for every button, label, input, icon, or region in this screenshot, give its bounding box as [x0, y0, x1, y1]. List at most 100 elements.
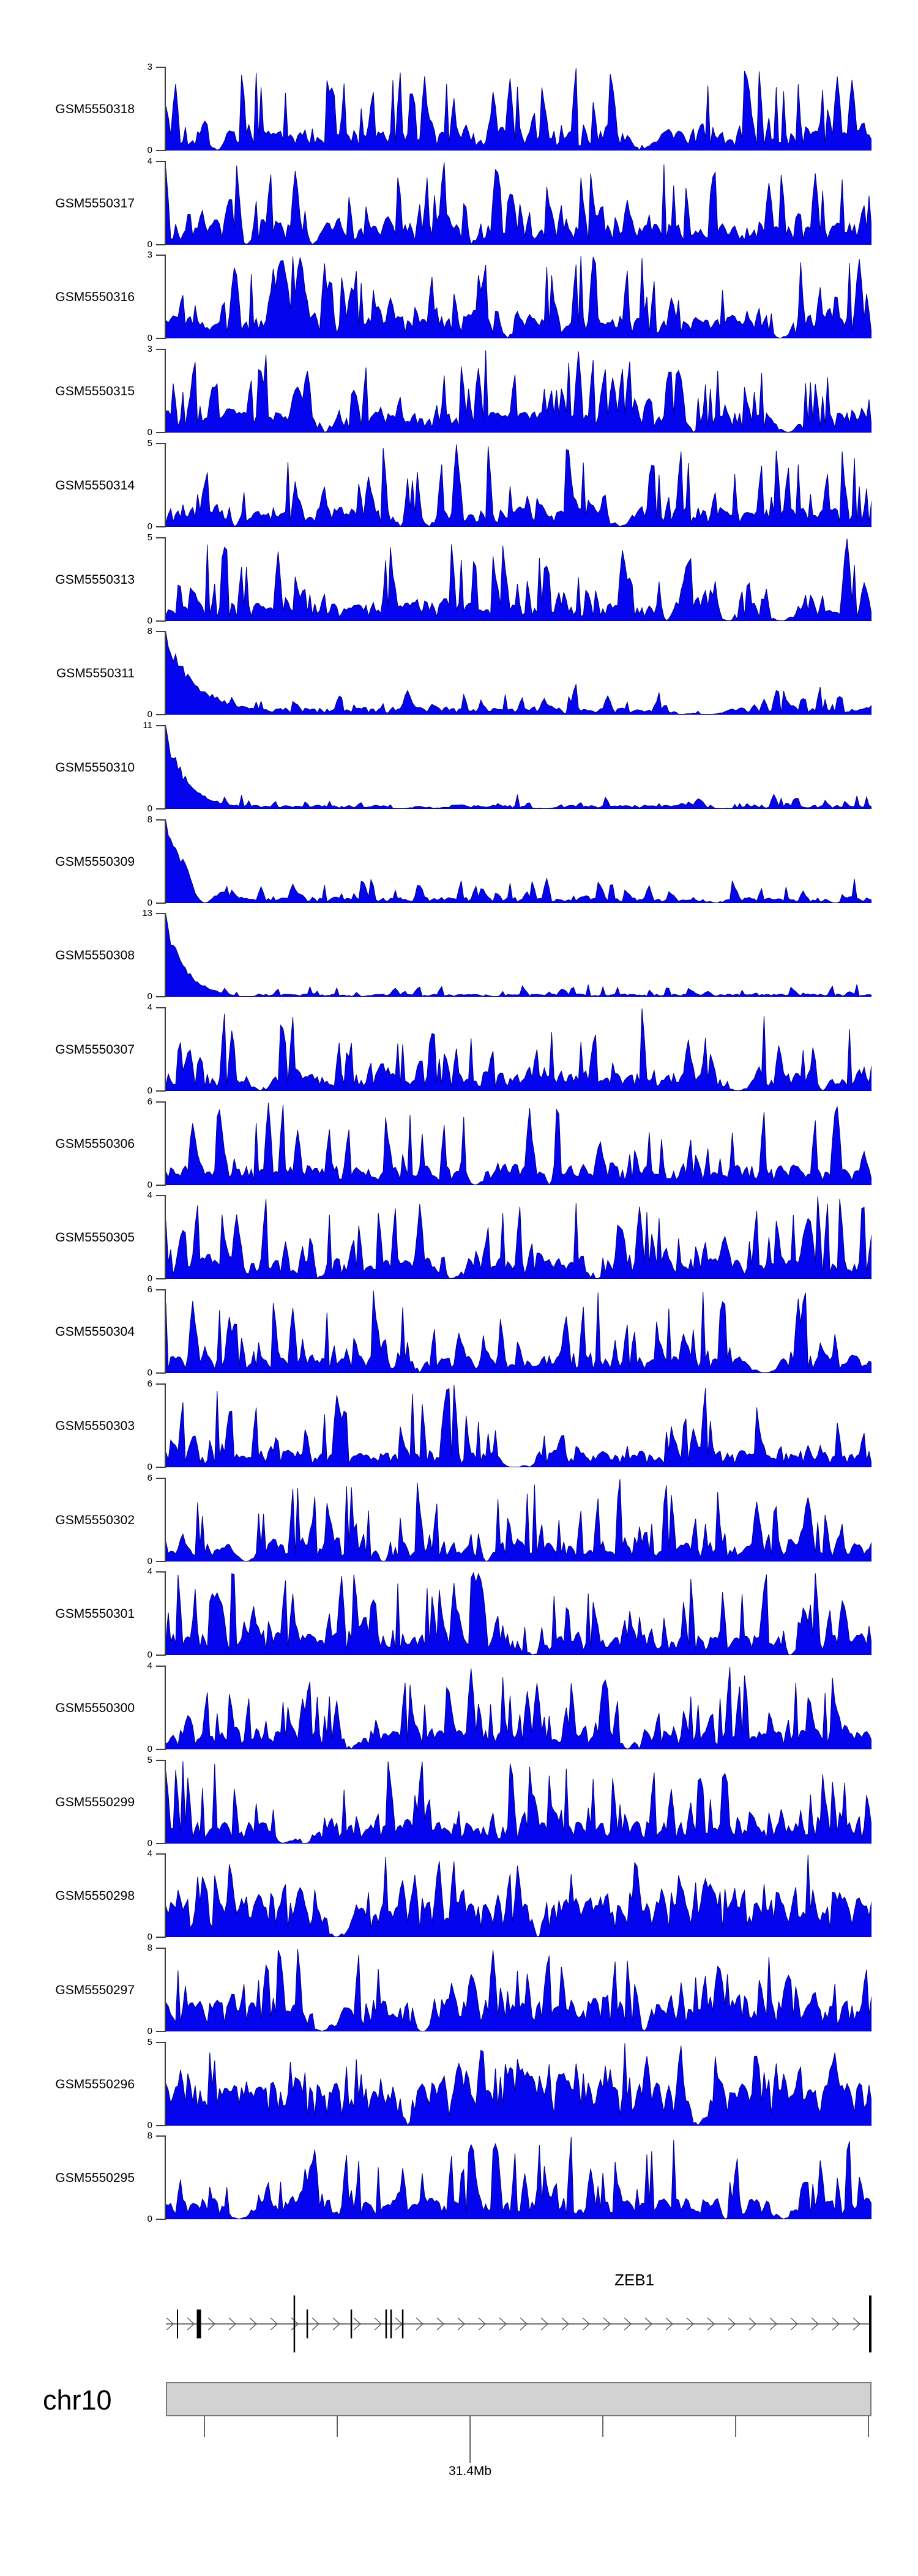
axis-max-label: 11 [143, 720, 152, 731]
y-axis-line [165, 1195, 166, 1279]
coverage-waveform [166, 914, 871, 997]
axis-zero-label: 0 [147, 1556, 152, 1566]
y-axis-line [165, 349, 166, 433]
axis-top-tick [156, 631, 165, 632]
axis-bottom-tick [156, 714, 165, 715]
sample-label: GSM5550302 [55, 1513, 135, 1527]
sample-label: GSM5550307 [55, 1043, 135, 1057]
axis-bottom-tick [156, 2125, 165, 2126]
coverage-track: GSM5550309 8 0 [0, 815, 918, 908]
coverage-track: GSM5550302 6 0 [0, 1473, 918, 1566]
axis-top-tick [156, 2042, 165, 2043]
coverage-waveform [166, 1949, 871, 2031]
sample-label: GSM5550298 [55, 1889, 135, 1903]
sample-label: GSM5550300 [55, 1701, 135, 1715]
axis-bottom-tick [156, 808, 165, 810]
axis-bottom-tick [156, 244, 165, 245]
sample-label: GSM5550309 [55, 855, 135, 869]
sample-label: GSM5550296 [55, 2077, 135, 2091]
axis-zero-label: 0 [147, 1462, 152, 1472]
coverage-track: GSM5550318 3 0 [0, 62, 918, 155]
axis-zero-label: 0 [147, 521, 152, 532]
axis-bottom-tick [156, 432, 165, 433]
axis-max-label: 5 [147, 532, 152, 543]
y-axis-line [165, 631, 166, 715]
coverage-track: GSM5550305 4 0 [0, 1191, 918, 1284]
axis-zero-label: 0 [147, 239, 152, 250]
coverage-track: GSM5550308 13 0 [0, 909, 918, 1002]
coverage-waveform [166, 1196, 871, 1279]
sample-label: GSM5550315 [55, 384, 135, 398]
axis-max-label: 6 [147, 1473, 152, 1483]
chromosome-axis-track: chr10 31.4Mb [0, 2382, 918, 2576]
axis-max-label: 5 [147, 1755, 152, 1765]
sample-label: GSM5550299 [55, 1795, 135, 1809]
sample-label: GSM5550306 [55, 1137, 135, 1151]
axis-bottom-tick [156, 1185, 165, 1186]
axis-bottom-tick [156, 903, 165, 904]
axis-bottom-tick [156, 526, 165, 527]
axis-max-label: 6 [147, 1284, 152, 1295]
axis-top-tick [156, 913, 165, 914]
axis-zero-label: 0 [147, 1838, 152, 1848]
axis-zero-label: 0 [147, 1932, 152, 1942]
axis-zero-label: 0 [147, 616, 152, 626]
coverage-track: GSM5550303 6 0 [0, 1379, 918, 1472]
sample-label: GSM5550313 [55, 573, 135, 587]
coverage-track: GSM5550311 8 0 [0, 627, 918, 720]
y-axis-line [165, 1289, 166, 1374]
chromosome-label: chr10 [43, 2384, 112, 2416]
axis-max-label: 5 [147, 2037, 152, 2047]
coverage-waveform [166, 2137, 871, 2219]
coverage-track: GSM5550304 6 0 [0, 1285, 918, 1378]
gene-name-label: ZEB1 [614, 2271, 655, 2289]
axis-bottom-tick [156, 1467, 165, 1468]
axis-top-tick [156, 1948, 165, 1949]
y-axis-line [165, 1007, 166, 1092]
axis-top-tick [156, 255, 165, 256]
sample-label: GSM5550314 [55, 478, 135, 493]
coverage-track: GSM5550313 5 0 [0, 533, 918, 626]
axis-bottom-tick [156, 1372, 165, 1374]
axis-bottom-tick [156, 1749, 165, 1750]
coverage-track: GSM5550295 8 0 [0, 2131, 918, 2224]
coverage-waveform [166, 256, 871, 338]
coverage-track: GSM5550299 5 0 [0, 1755, 918, 1848]
coverage-track: GSM5550301 4 0 [0, 1567, 918, 1660]
axis-zero-label: 0 [147, 991, 152, 1002]
coverage-track: GSM5550315 3 0 [0, 344, 918, 437]
axis-max-label: 4 [147, 1566, 152, 1577]
position-label: 31.4Mb [449, 2464, 492, 2478]
axis-zero-label: 0 [147, 1368, 152, 1378]
axis-max-label: 3 [147, 344, 152, 354]
sample-label: GSM5550308 [55, 948, 135, 962]
axis-top-tick [156, 819, 165, 821]
coverage-waveform [166, 1479, 871, 1562]
axis-bottom-tick [156, 338, 165, 339]
axis-max-label: 4 [147, 1661, 152, 1671]
axis-bottom-tick [156, 620, 165, 622]
axis-zero-label: 0 [147, 803, 152, 814]
axis-top-tick [156, 349, 165, 350]
coverage-waveform [166, 68, 871, 151]
y-axis-line [165, 1853, 166, 1938]
axis-zero-label: 0 [147, 333, 152, 343]
coverage-waveform [166, 2043, 871, 2126]
sample-label: GSM5550310 [55, 761, 135, 775]
axis-max-label: 5 [147, 438, 152, 449]
axis-max-label: 8 [147, 626, 152, 636]
axis-bottom-tick [156, 150, 165, 151]
axis-zero-label: 0 [147, 145, 152, 155]
coverage-waveform [166, 350, 871, 433]
axis-max-label: 8 [147, 1943, 152, 1953]
axis-zero-label: 0 [147, 427, 152, 437]
coverage-waveform [166, 1572, 871, 1655]
coverage-track: GSM5550317 4 0 [0, 157, 918, 250]
coverage-waveform [166, 821, 871, 903]
gene-track: ZEB1 [0, 2264, 918, 2374]
axis-bottom-tick [156, 1090, 165, 1092]
axis-bottom-tick [156, 996, 165, 997]
axis-zero-label: 0 [147, 1085, 152, 1096]
sample-label: GSM5550304 [55, 1325, 135, 1339]
axis-top-tick [156, 1478, 165, 1479]
